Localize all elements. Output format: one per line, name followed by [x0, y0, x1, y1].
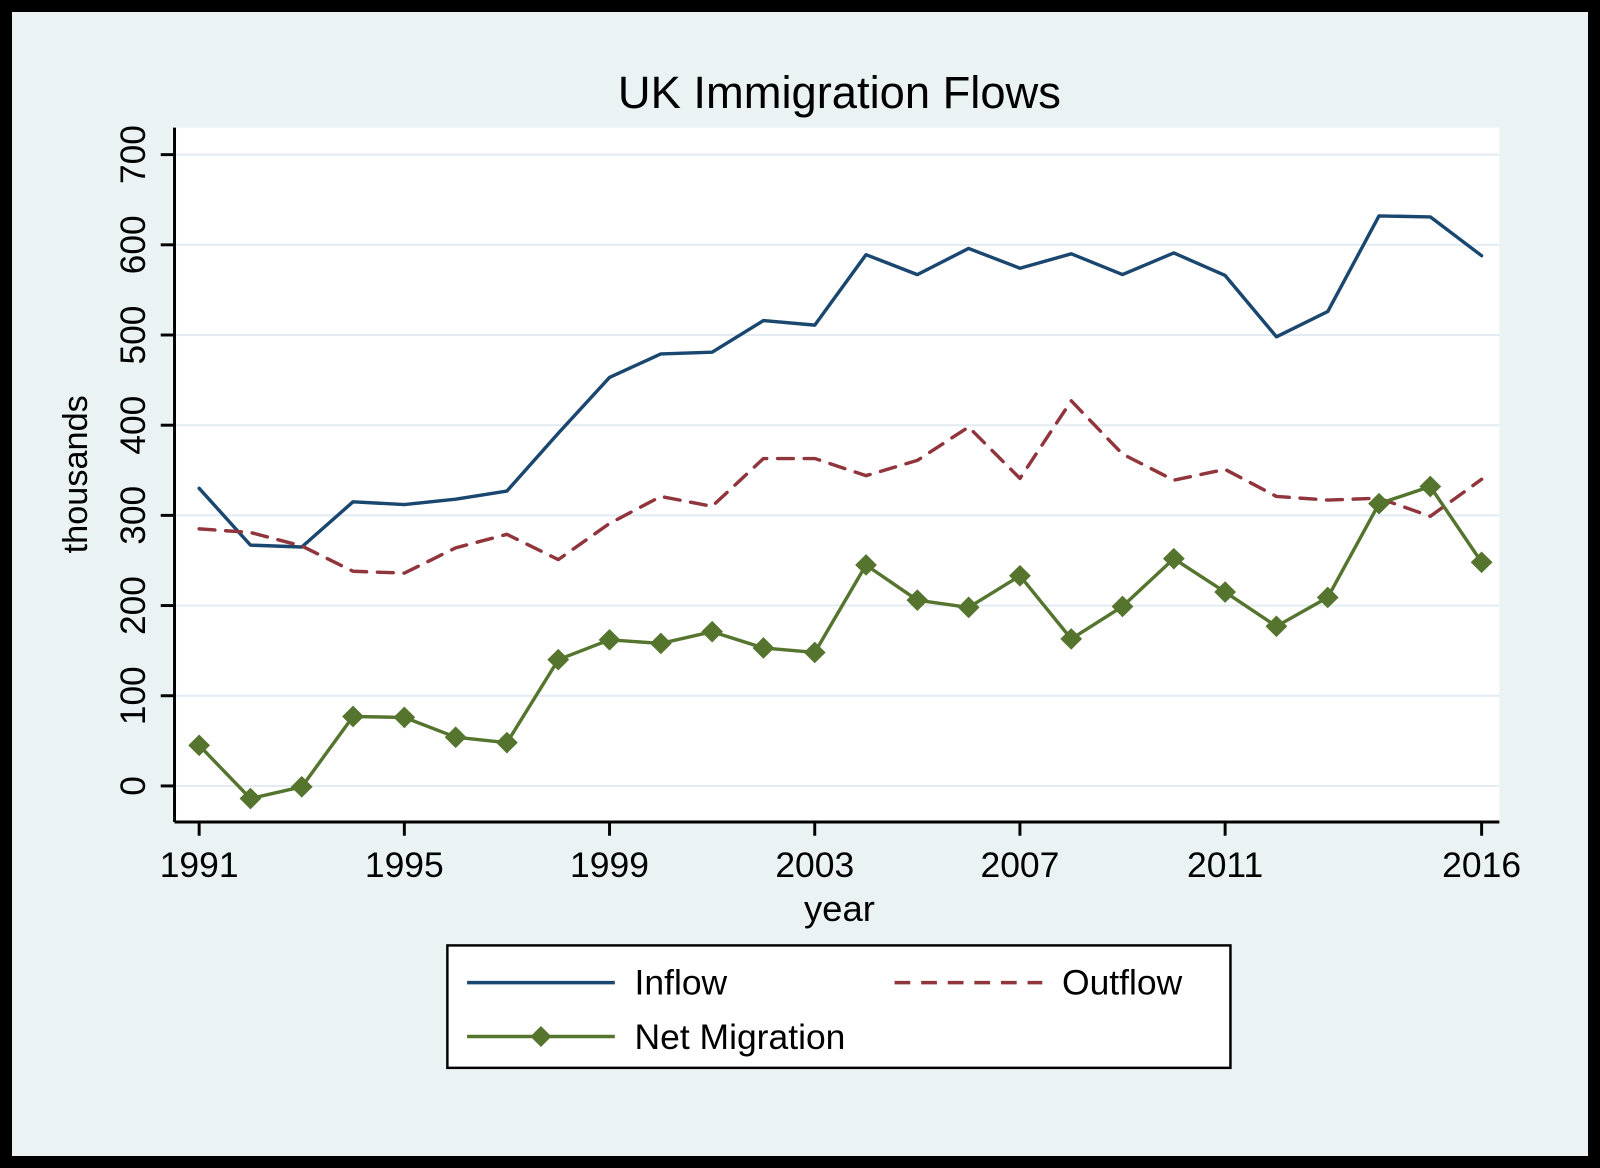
series-line-net-migration: [197, 484, 1484, 801]
y-tick-label: 300: [114, 486, 153, 545]
marker-diamond: [598, 628, 621, 651]
marker-diamond: [1009, 564, 1031, 587]
x-tick-label: 1999: [570, 846, 649, 885]
series-line-inflow: [197, 214, 1484, 549]
marker-diamond: [855, 554, 877, 576]
chart-title: UK Immigration Flows: [618, 67, 1061, 118]
legend-label-net-migration: Net Migration: [635, 1018, 846, 1057]
marker-diamond: [803, 641, 826, 664]
marker-diamond: [342, 705, 364, 728]
marker-diamond: [393, 706, 416, 729]
x-tick-label: 2016: [1442, 846, 1521, 885]
marker-diamond: [1470, 551, 1493, 574]
marker-diamond: [496, 731, 518, 754]
marker-diamond: [188, 734, 211, 757]
plot-svg: 0 100 200 300 400 500 600 700 1991 1995 1999 2003 20…: [57, 67, 1521, 1070]
y-tick-label: 700: [114, 125, 153, 184]
marker-diamond: [290, 776, 313, 798]
marker-diamond: [957, 596, 980, 619]
marker-diamond: [1214, 581, 1237, 603]
y-tick-label: 200: [114, 576, 153, 635]
legend: Inflow Outflow Net Migration: [446, 944, 1232, 1070]
marker-diamond: [1265, 615, 1288, 638]
y-tick-label: 400: [114, 396, 153, 455]
legend-box: [446, 944, 1232, 1070]
marker-diamond: [1111, 595, 1134, 618]
y-tick-label: 500: [114, 306, 153, 365]
plot-layer: 0 100 200 300 400 500 600 700 1991 1995 1999 2003 20…: [114, 125, 1521, 885]
x-tick-label: 1991: [160, 846, 239, 885]
marker-diamond: [906, 589, 929, 611]
marker-diamond: [649, 632, 672, 655]
x-tick-label: 2003: [775, 846, 854, 885]
plot-background: [174, 127, 1500, 823]
legend-sample-marker-diamond: [530, 1026, 552, 1047]
x-axis-label: year: [804, 888, 875, 929]
marker-diamond: [1419, 475, 1442, 498]
series-line-outflow: [197, 399, 1484, 575]
y-tick-label: 100: [114, 666, 153, 725]
y-tick-label: 0: [114, 776, 153, 796]
x-tick-label: 2007: [981, 846, 1060, 885]
marker-diamond: [547, 648, 570, 671]
x-tick-label: 1995: [365, 846, 444, 885]
marker-diamond: [701, 620, 724, 643]
legend-label-inflow: Inflow: [635, 963, 728, 1002]
marker-diamond: [1060, 628, 1083, 650]
y-axis-label: thousands: [57, 395, 95, 553]
marker-diamond: [1316, 586, 1339, 609]
legend-samples: [467, 980, 1043, 1047]
marker-diamond: [752, 637, 775, 659]
legend-label-outflow: Outflow: [1062, 963, 1183, 1002]
x-tick-label: 2011: [1187, 846, 1263, 885]
marker-diamond: [239, 787, 262, 810]
y-tick-label: 600: [114, 215, 153, 274]
marker-diamond: [444, 726, 467, 749]
marker-diamond: [1368, 492, 1390, 515]
marker-diamond: [1162, 547, 1185, 570]
